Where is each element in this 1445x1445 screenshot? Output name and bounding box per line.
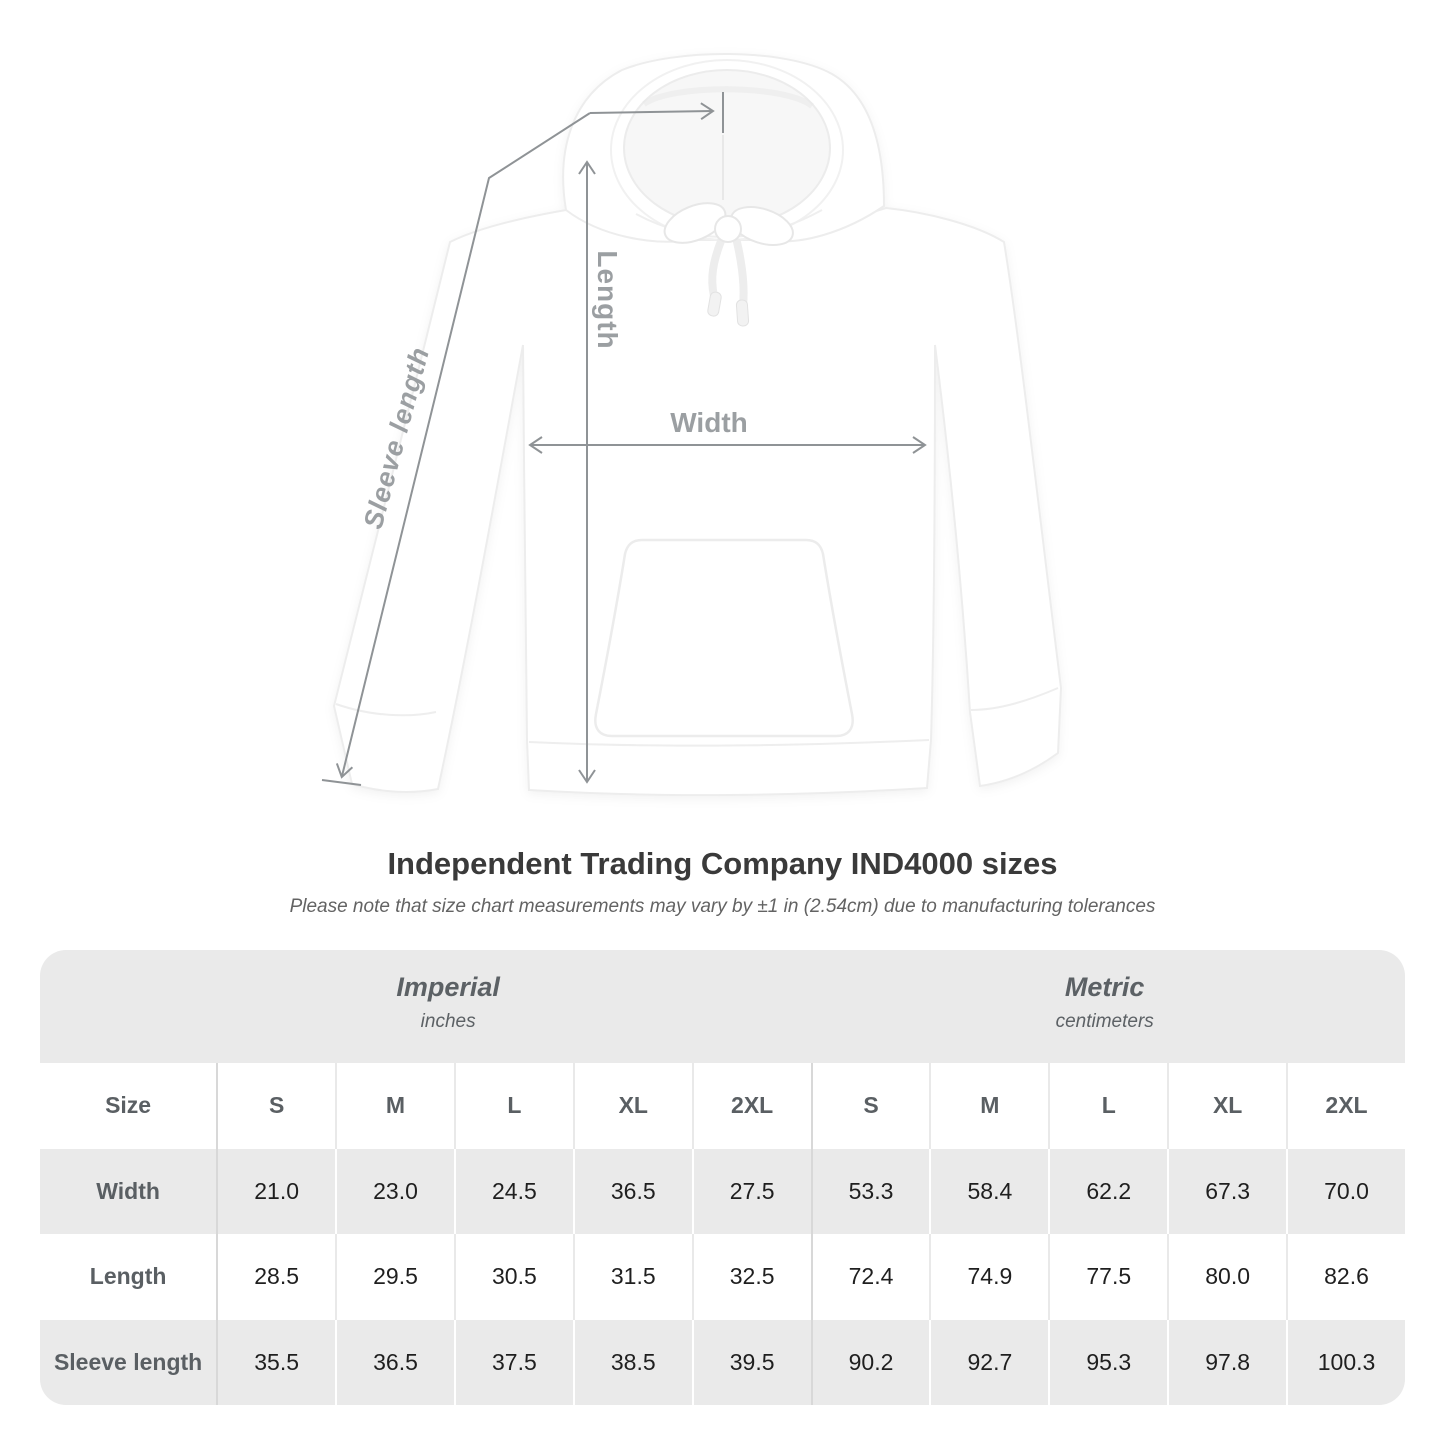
units-header-band: Imperial inches Metric centimeters (40, 950, 1405, 1063)
col-header: XL (1167, 1063, 1286, 1149)
table-row-sleeve-length: Sleeve length 35.5 36.5 37.5 38.5 39.5 9… (40, 1319, 1405, 1405)
table-row-size-header: Size S M L XL 2XL S M L XL 2XL (40, 1063, 1405, 1149)
table-cell: 58.4 (929, 1148, 1048, 1234)
row-label-width: Width (96, 1177, 160, 1204)
drawstring-left-aglet (707, 291, 722, 317)
table-cell: 80.0 (1167, 1234, 1286, 1320)
metric-label: Metric (1064, 972, 1145, 1002)
hoodie-garment (332, 52, 1063, 797)
table-cell: 37.5 (453, 1319, 573, 1405)
table-cell: 31.5 (572, 1234, 692, 1320)
drawstring-left-tail (708, 237, 725, 300)
kangaroo-pocket (594, 538, 854, 738)
table-cell: 29.5 (335, 1234, 454, 1320)
table-cell: 28.5 (216, 1234, 335, 1320)
page-title: Independent Trading Company IND4000 size… (387, 846, 1058, 881)
table-cell: 30.5 (453, 1234, 573, 1320)
table-cell: 100.3 (1286, 1319, 1405, 1405)
table-cell: 90.2 (810, 1319, 930, 1405)
metric-sublabel: centimeters (1055, 1011, 1154, 1032)
imperial-label: Imperial (396, 972, 500, 1002)
table-cell: 97.8 (1167, 1319, 1286, 1405)
drawstring-right-aglet (735, 299, 750, 327)
col-header: M (335, 1063, 454, 1149)
imperial-units-header: Imperial inches (396, 972, 500, 1033)
table-cell: 72.4 (810, 1234, 930, 1320)
col-header: M (929, 1063, 1048, 1149)
measurement-lines (321, 92, 927, 786)
col-header: S (810, 1063, 930, 1149)
table-cell: 21.0 (216, 1148, 335, 1234)
bow-knot (714, 215, 742, 243)
imperial-sublabel: inches (420, 1011, 476, 1032)
row-label-size: Size (105, 1092, 152, 1119)
table-cell: 23.0 (335, 1148, 454, 1234)
table-cell: 92.7 (929, 1319, 1048, 1405)
col-header: S (216, 1063, 335, 1149)
hood-opening (623, 69, 831, 227)
width-measure-label: Width (670, 407, 748, 438)
col-header: L (1048, 1063, 1167, 1149)
table-cell: 24.5 (453, 1148, 573, 1234)
hoodie-measurement-diagram: Length Width Sleeve length (321, 52, 1063, 797)
table-cell: 38.5 (572, 1319, 692, 1405)
table-cell: 36.5 (335, 1319, 454, 1405)
table-cell: 70.0 (1286, 1148, 1405, 1234)
table-cell: 53.3 (810, 1148, 930, 1234)
sleeve-measure-diagonal (335, 112, 591, 779)
table-cell: 82.6 (1286, 1234, 1405, 1320)
bow-left-loop (663, 202, 727, 244)
right-cuff-seam (970, 687, 1059, 711)
table-cell: 95.3 (1048, 1319, 1167, 1405)
col-header: 2XL (1286, 1063, 1405, 1149)
col-header: L (453, 1063, 573, 1149)
table-row-length: Length 28.5 29.5 30.5 31.5 32.5 72.4 74.… (40, 1234, 1405, 1320)
col-header: 2XL (691, 1063, 811, 1149)
table-cell: 39.5 (691, 1319, 811, 1405)
table-cell: 27.5 (691, 1148, 811, 1234)
drawstring-bow (663, 202, 794, 327)
col-header: XL (572, 1063, 692, 1149)
table-cell: 35.5 (216, 1319, 335, 1405)
length-measure-label: Length (592, 250, 623, 350)
table-cell: 62.2 (1048, 1148, 1167, 1234)
table-cell: 36.5 (572, 1148, 692, 1234)
row-label-sleeve-length: Sleeve length (53, 1348, 203, 1375)
table-cell: 77.5 (1048, 1234, 1167, 1320)
table-row-width: Width 21.0 23.0 24.5 36.5 27.5 53.3 58.4… (40, 1148, 1405, 1234)
row-label-length: Length (89, 1263, 167, 1290)
sleeve-measure-horizontal (589, 102, 715, 121)
size-table: Imperial inches Metric centimeters Size … (40, 950, 1405, 1405)
hood-inner-shadow (642, 86, 814, 109)
metric-units-header: Metric centimeters (1056, 972, 1154, 1033)
left-cuff-seam (335, 703, 437, 717)
table-cell: 32.5 (691, 1234, 811, 1320)
hoodie-illustration (321, 52, 1063, 797)
sleeve-measure-end-tick (321, 779, 362, 786)
table-cell: 74.9 (929, 1234, 1048, 1320)
tolerance-note: Please note that size chart measurements… (289, 896, 1156, 917)
table-cell: 67.3 (1167, 1148, 1286, 1234)
